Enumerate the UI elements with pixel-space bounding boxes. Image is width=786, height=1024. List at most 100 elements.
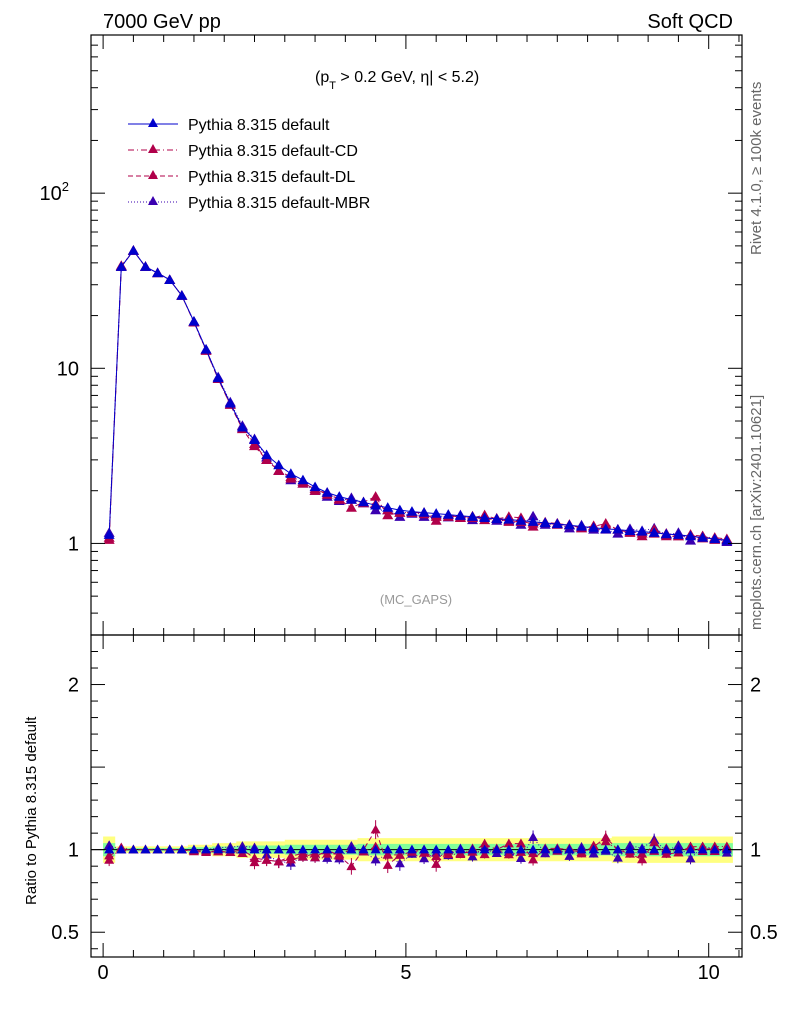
ratio-point-default [491,844,502,854]
ratio-point-default [370,844,381,854]
rivet-label: Rivet 4.1.0, ≥ 100k events [748,82,765,255]
ratio-point-mbr [370,854,381,864]
ratio-point-default [346,844,357,854]
ratio-point-mbr [394,858,405,868]
ratio-point-cd [431,851,442,861]
point-cd [103,534,115,544]
ratio-point-default [443,844,454,854]
point-default [358,496,370,507]
point-default [309,481,321,492]
ratio-point-cd [443,849,454,858]
legend-entry-mbr: Pythia 8.315 default-MBR [128,195,370,212]
ratio-point-mbr [515,853,526,862]
ratio-point-mbr [673,840,684,849]
ratio-point-cd [261,854,272,864]
ratio-point-dl [382,860,393,869]
ratio-point-default [588,844,599,854]
ratio-point-default [685,844,696,854]
point-default [261,449,273,460]
ratio-point-default [322,844,333,854]
point-default [539,517,551,528]
ratio-point-default [225,844,236,854]
ratio-frame [90,634,743,958]
point-default [576,520,588,531]
ratio-point-dl [503,838,514,848]
ratio-point-mbr [528,832,539,842]
point-default [430,508,442,518]
ratio-point-default [455,844,466,854]
ratio-point-dl [346,861,357,871]
ratio-point-default [358,844,369,854]
ratio-point-default [285,844,296,854]
point-default [212,372,224,383]
point-default [527,516,539,526]
ratio-point-cd [394,849,405,859]
point-default [127,245,139,255]
point-default [370,499,382,510]
y-tick-label: 102 [40,179,69,205]
legend-marker-mbr [148,196,158,205]
point-default [164,274,176,284]
ratio-point-default [564,844,575,854]
ratio-y-tick-label-right: 2 [750,675,761,697]
point-mbr [527,510,539,521]
ratio-point-default [661,844,672,854]
ratio-point-default [503,844,514,854]
point-default [479,512,491,522]
ratio-point-default [297,844,308,854]
point-default [515,515,527,525]
point-default [394,504,406,515]
ratio-y-axis-label: Ratio to Pythia 8.315 default [23,716,40,905]
ratio-point-dl [528,854,539,864]
point-default [491,513,503,524]
ratio-point-mbr [612,852,623,862]
ratio-point-mbr [564,851,575,860]
ratio-series-group [104,820,732,875]
legend-marker-default [148,118,158,127]
point-default [454,510,466,520]
ratio-point-mbr [419,853,430,863]
point-default [224,397,236,408]
point-default [115,261,127,271]
ratio-point-default [515,844,526,854]
ratio-point-default [637,844,648,854]
ratio-series-default [104,844,732,854]
ratio-point-default [697,844,708,854]
point-default [672,529,684,539]
ratio-point-default [261,844,272,854]
cut-label: (pT > 0.2 GeV, η| < 5.2) [315,69,479,92]
point-default [636,525,648,536]
series-line-default [108,249,727,541]
point-cd [261,454,273,464]
ratio-point-dl [431,859,442,868]
ratio-point-cd [455,849,466,859]
point-default [563,519,575,530]
ratio-point-dl [515,838,526,848]
ratio-point-cd [104,854,115,864]
ratio-y-tick-label-right: 0.5 [750,922,778,944]
point-default [406,506,418,516]
point-default [140,261,152,271]
ratio-point-default [310,844,321,854]
legend-entry-cd: Pythia 8.315 default-CD [128,143,358,160]
point-default [103,529,115,539]
point-default [685,530,697,541]
point-dl [370,491,382,501]
ratio-point-default [419,844,430,854]
legend-marker-cd [148,144,158,153]
point-default [709,533,721,544]
point-default [345,494,357,504]
point-dl [345,502,357,512]
point-default [333,491,345,501]
ratio-point-cd [334,849,345,858]
ratio-point-cd [249,853,260,862]
ratio-point-dl [649,837,660,847]
ratio-point-default [213,844,224,854]
point-cd [273,465,285,475]
point-default [697,532,709,542]
ratio-line-dl [108,828,728,868]
point-default [249,434,261,445]
y-tick-label: 10 [57,358,79,380]
x-tick-label: 10 [698,962,720,984]
